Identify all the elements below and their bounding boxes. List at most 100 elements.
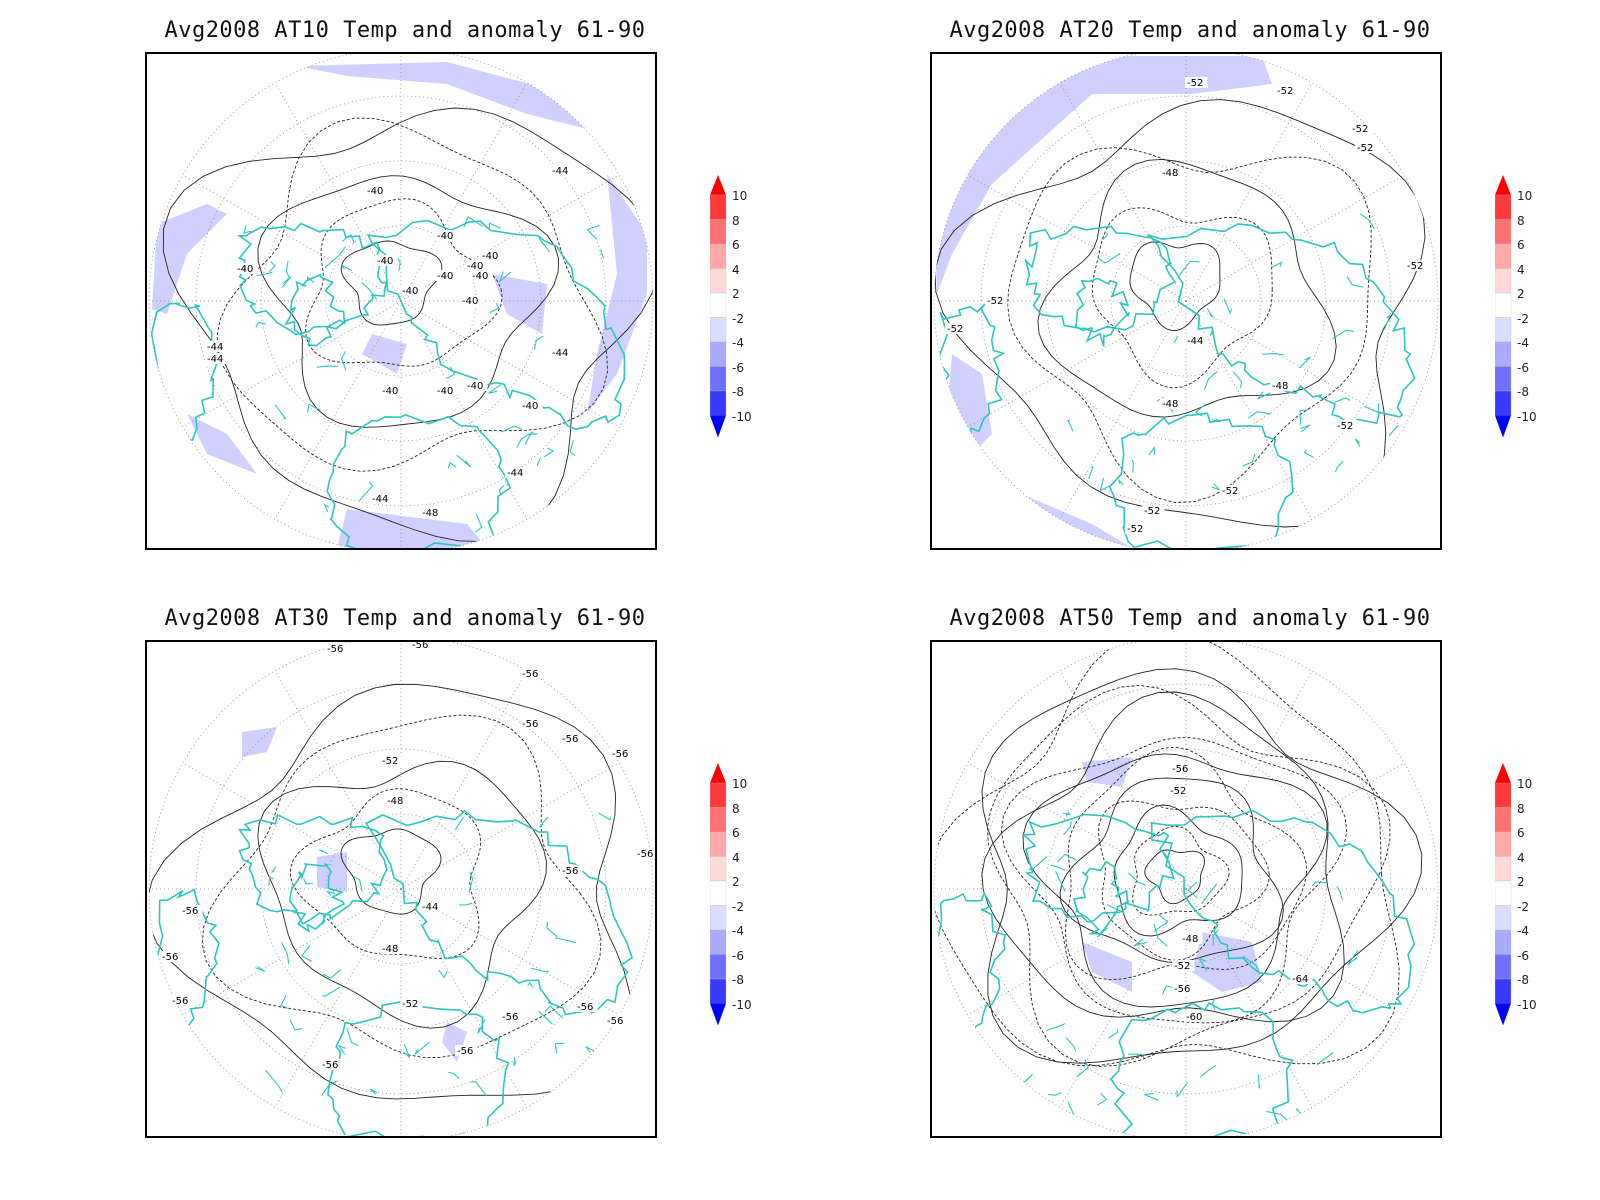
country-border [569, 440, 576, 457]
contour-label-bg [1335, 420, 1358, 431]
colorbar-tick-label: -4 [1517, 336, 1529, 350]
colorbar-graphic [710, 175, 727, 438]
country-border [337, 1044, 347, 1055]
contour-label: -52 [1407, 261, 1423, 272]
contour-label-bg [1168, 785, 1191, 796]
temperature-contour [1098, 800, 1270, 961]
polar-map: -52 -52 -52 -52 -48 -52 -52 -52 -44 -48 -48 -52 -52-… [930, 52, 1442, 550]
coastline [288, 862, 346, 933]
colorbar-segment [710, 905, 727, 931]
contour-label-bg [325, 643, 348, 654]
contour-label: -52 [1170, 786, 1186, 797]
country-border [1266, 1110, 1289, 1122]
country-border [555, 937, 576, 944]
country-border [1131, 459, 1134, 473]
country-border [1153, 923, 1168, 947]
colorbar-bottom-arrow [710, 415, 726, 438]
colorbar-tick-label: -4 [732, 924, 744, 938]
coastline [327, 1000, 510, 1136]
country-border [530, 967, 550, 973]
colorbar-tick-label: -8 [1517, 385, 1529, 399]
meridian-gridline [149, 738, 402, 890]
country-border [358, 481, 374, 502]
contour-label-bg [400, 285, 423, 296]
colorbar-segment [710, 341, 727, 367]
anomaly-shade [972, 464, 1132, 548]
colorbar-tick-label: -6 [1517, 948, 1529, 963]
meridian-gridline [1185, 300, 1337, 548]
country-border [353, 876, 363, 892]
contour-label-bg [420, 507, 443, 518]
country-border [1257, 391, 1271, 400]
map-boundary [148, 642, 654, 1136]
country-border [543, 447, 555, 458]
country-border [539, 816, 549, 828]
country-border [1127, 1053, 1145, 1059]
contour-label-bg [560, 865, 583, 876]
contour-label: -56 [162, 952, 178, 963]
anomaly-shade [1082, 757, 1132, 787]
country-border [281, 276, 292, 289]
contour-label-bg [435, 270, 458, 281]
contour-label: -44 [422, 902, 438, 913]
colorbar-segment [710, 268, 727, 294]
country-border [1096, 1092, 1108, 1106]
contour-label: -48 [382, 944, 398, 955]
contour-label: -40 [467, 261, 483, 272]
contour-label: -44 [552, 166, 568, 177]
colorbar-segment [710, 782, 727, 808]
contour-label: -56 [612, 749, 628, 760]
country-border [322, 986, 341, 997]
colorbar-tick-label: -4 [1517, 924, 1529, 938]
colorbar-segment [1495, 341, 1512, 367]
colorbar-tick-label: -2 [1517, 899, 1529, 914]
colorbar-tick-label: 4 [732, 850, 740, 865]
contour-label: -56 [522, 719, 538, 730]
contour-label-bg [1350, 123, 1373, 134]
coastline [284, 273, 346, 347]
temperature-contour [216, 117, 608, 472]
contour-label-bg [170, 995, 193, 1006]
country-border [306, 403, 321, 413]
country-border [1099, 477, 1110, 492]
contour-label: -52 [1144, 506, 1160, 517]
country-border [270, 866, 277, 874]
colorbar-tick-label: -8 [732, 385, 744, 399]
contour-label: -40 [482, 251, 498, 262]
country-border [438, 969, 448, 979]
country-border [322, 969, 341, 979]
temperature-contour [340, 240, 443, 326]
anomaly-shade [1192, 932, 1262, 992]
contour-label: -40 [382, 386, 398, 397]
contour-label-bg [1160, 167, 1183, 178]
colorbar-segment [1495, 317, 1512, 343]
country-border [1299, 409, 1309, 425]
coastline [1109, 1001, 1294, 1136]
temperature-contour [149, 683, 632, 1100]
country-border [403, 1043, 411, 1059]
colorbar-tick-label: 6 [1517, 826, 1525, 840]
country-border [538, 237, 551, 253]
colorbar-tick-label: -6 [732, 360, 744, 375]
contour-label: -44 [207, 354, 223, 365]
contour-label-bg [410, 642, 433, 650]
meridian-gridline [1185, 300, 1438, 452]
colorbar-tick-label: -8 [732, 973, 744, 987]
meridian-gridline [149, 300, 402, 452]
country-border [319, 849, 329, 855]
contour-label-bg [1160, 398, 1183, 409]
colorbar-graphic [710, 763, 727, 1026]
country-border [306, 276, 315, 283]
contour-label: -52 [1352, 124, 1368, 135]
contour-label: -56 [577, 1002, 593, 1013]
contour-label: -56 [412, 642, 428, 651]
country-border [280, 994, 290, 1010]
coastline [326, 413, 512, 548]
country-border [1316, 1052, 1334, 1066]
contour-label-bg [380, 385, 403, 396]
country-border [1056, 853, 1077, 863]
colorbar-tick-label: 4 [732, 262, 740, 277]
map-content [149, 54, 653, 548]
country-border [488, 384, 501, 394]
anomaly-shade [934, 56, 1272, 294]
